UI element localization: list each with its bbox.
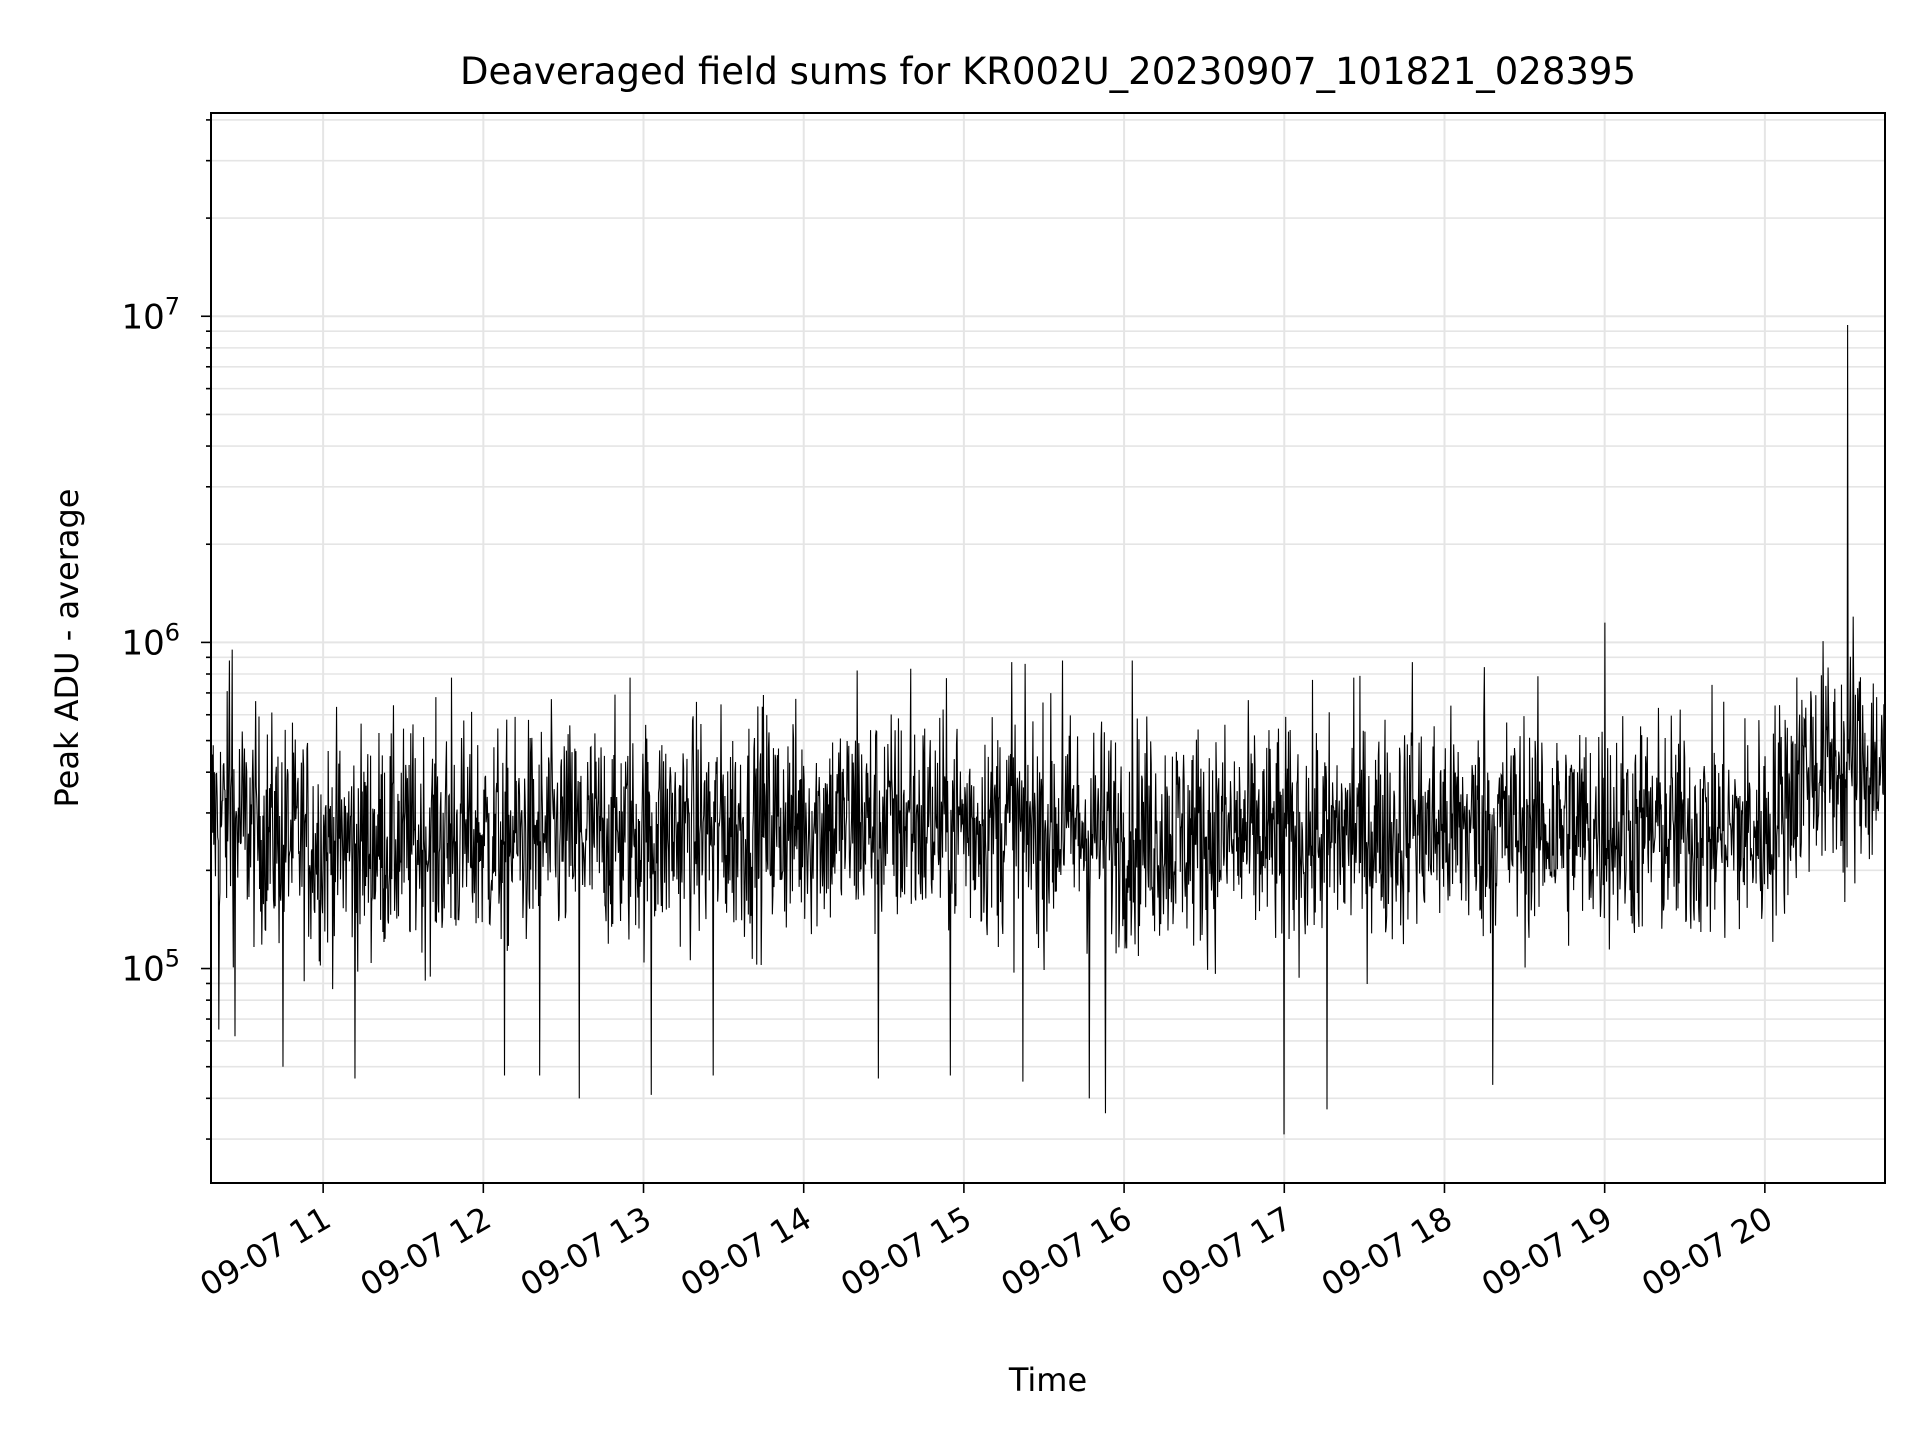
y-tick-exponent: 6 bbox=[165, 618, 180, 646]
y-tick-label: 107 bbox=[121, 292, 180, 337]
y-tick-exponent: 7 bbox=[165, 292, 180, 320]
y-axis-label: Peak ADU - average bbox=[48, 489, 86, 808]
plot-background bbox=[211, 113, 1885, 1183]
y-tick-base: 10 bbox=[121, 950, 164, 990]
y-tick-base: 10 bbox=[121, 623, 164, 663]
chart-title: Deaveraged field sums for KR002U_2023090… bbox=[460, 50, 1636, 93]
y-tick-label: 106 bbox=[121, 618, 180, 663]
plot-area bbox=[210, 112, 1886, 1184]
y-tick-exponent: 5 bbox=[165, 945, 180, 973]
x-axis-label: Time bbox=[1008, 1361, 1087, 1399]
y-tick-base: 10 bbox=[121, 297, 164, 337]
data-series-line bbox=[210, 325, 1886, 1135]
y-tick-label: 105 bbox=[121, 945, 180, 990]
series-line-path bbox=[210, 325, 1886, 1135]
plot-frame bbox=[210, 112, 1886, 1184]
